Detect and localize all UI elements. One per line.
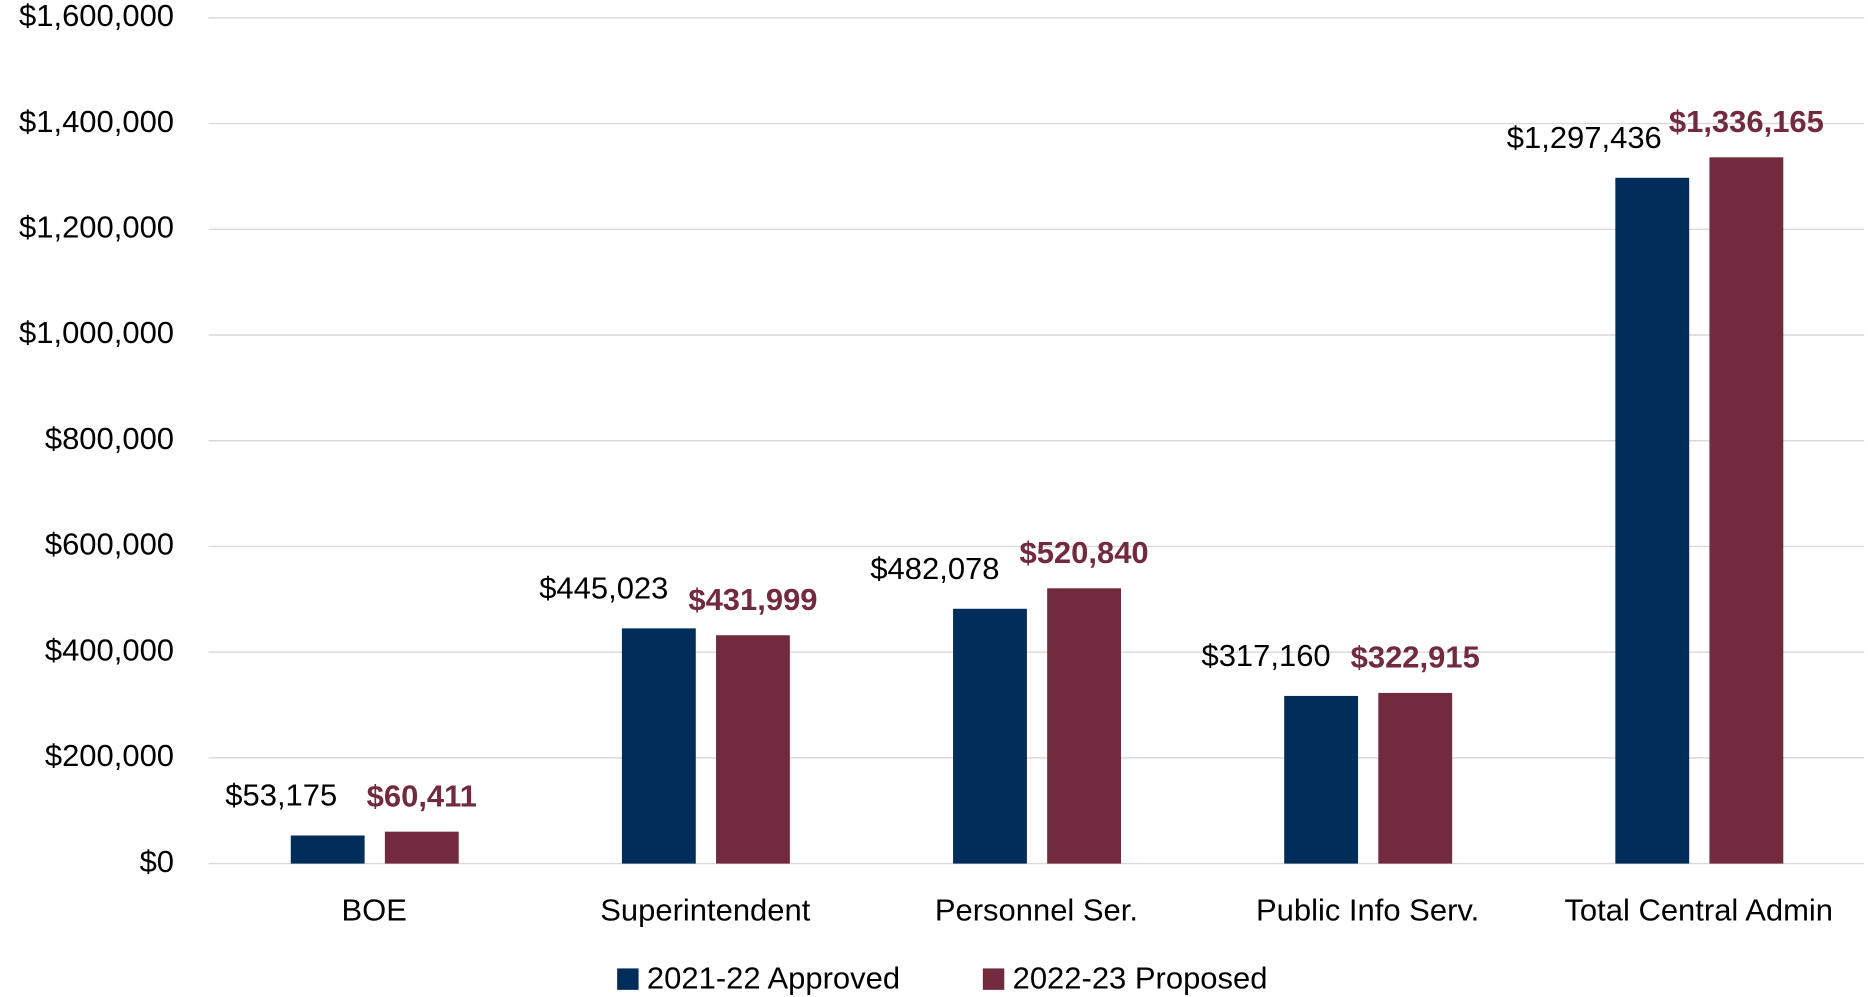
legend-label: 2021-22 Approved — [647, 961, 900, 996]
data-label: $1,336,165 — [1669, 104, 1824, 139]
bar — [953, 608, 1027, 864]
bar — [621, 628, 696, 864]
data-label: $520,840 — [1020, 535, 1149, 570]
legend-label: 2022-23 Proposed — [1013, 961, 1268, 996]
data-label: $482,078 — [870, 551, 999, 586]
y-tick-label: $1,000,000 — [19, 315, 174, 350]
data-label: $1,297,436 — [1507, 120, 1662, 155]
x-tick-label: Personnel Ser. — [935, 893, 1138, 928]
bar — [1709, 157, 1784, 864]
y-tick-label: $1,200,000 — [19, 209, 174, 244]
data-label: $317,160 — [1201, 638, 1330, 673]
bar — [1284, 695, 1359, 864]
bar — [1378, 692, 1453, 864]
y-tick-label: $1,600,000 — [19, 0, 174, 33]
data-label: $53,175 — [225, 778, 337, 813]
y-tick-label: $1,400,000 — [19, 104, 174, 139]
legend-swatch — [617, 968, 639, 990]
bar — [290, 835, 365, 864]
bar — [1615, 177, 1690, 864]
bar — [384, 831, 459, 864]
y-tick-label: $600,000 — [45, 527, 174, 562]
data-label: $445,023 — [539, 570, 668, 605]
bar — [716, 635, 790, 864]
data-label: $322,915 — [1351, 640, 1480, 675]
y-tick-label: $800,000 — [45, 421, 174, 456]
data-label: $431,999 — [688, 582, 817, 617]
x-tick-label: BOE — [341, 893, 406, 928]
x-tick-label: Superintendent — [600, 893, 810, 928]
x-tick-label: Public Info Serv. — [1256, 893, 1479, 928]
x-tick-label: Total Central Admin — [1564, 893, 1833, 928]
y-tick-label: $400,000 — [45, 632, 174, 667]
y-tick-label: $0 — [140, 844, 174, 879]
legend-swatch — [982, 968, 1005, 990]
y-tick-label: $200,000 — [45, 738, 174, 773]
bar — [1047, 588, 1122, 864]
data-label: $60,411 — [367, 778, 477, 813]
